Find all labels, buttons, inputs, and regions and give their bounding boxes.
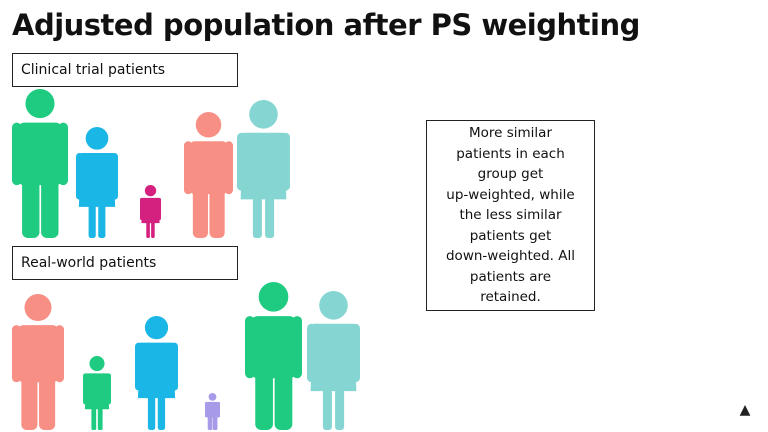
female-figure (140, 185, 161, 238)
logo: ▲ (740, 402, 751, 418)
explanation-line: down-weighted. All (445, 248, 575, 265)
male-figure (12, 294, 64, 430)
female-figure (76, 127, 118, 238)
title: Adjusted population after PS weighting (12, 8, 640, 42)
female-figure (135, 316, 178, 430)
explanation-line: patients are (469, 268, 552, 285)
male-figure (12, 89, 68, 238)
explanation-line: patients in each (456, 145, 565, 162)
female-figure (83, 356, 111, 430)
explanation-box: More similar patients in each group get up-… (426, 120, 595, 311)
explanation-line: retained. (480, 289, 541, 306)
explanation-line: patients get (469, 227, 552, 244)
explanation-line: group get (477, 166, 544, 183)
male-figure (245, 282, 302, 430)
explanation-line: the less similar (459, 207, 562, 224)
group-label: Real-world patients (12, 246, 238, 280)
group-label: Clinical trial patients (12, 53, 238, 87)
explanation-line: up-weighted, while (446, 186, 575, 203)
male-figure (205, 393, 220, 430)
male-figure (184, 112, 233, 238)
explanation-line: More similar (468, 125, 553, 142)
female-figure (307, 291, 360, 430)
female-figure (237, 100, 290, 238)
